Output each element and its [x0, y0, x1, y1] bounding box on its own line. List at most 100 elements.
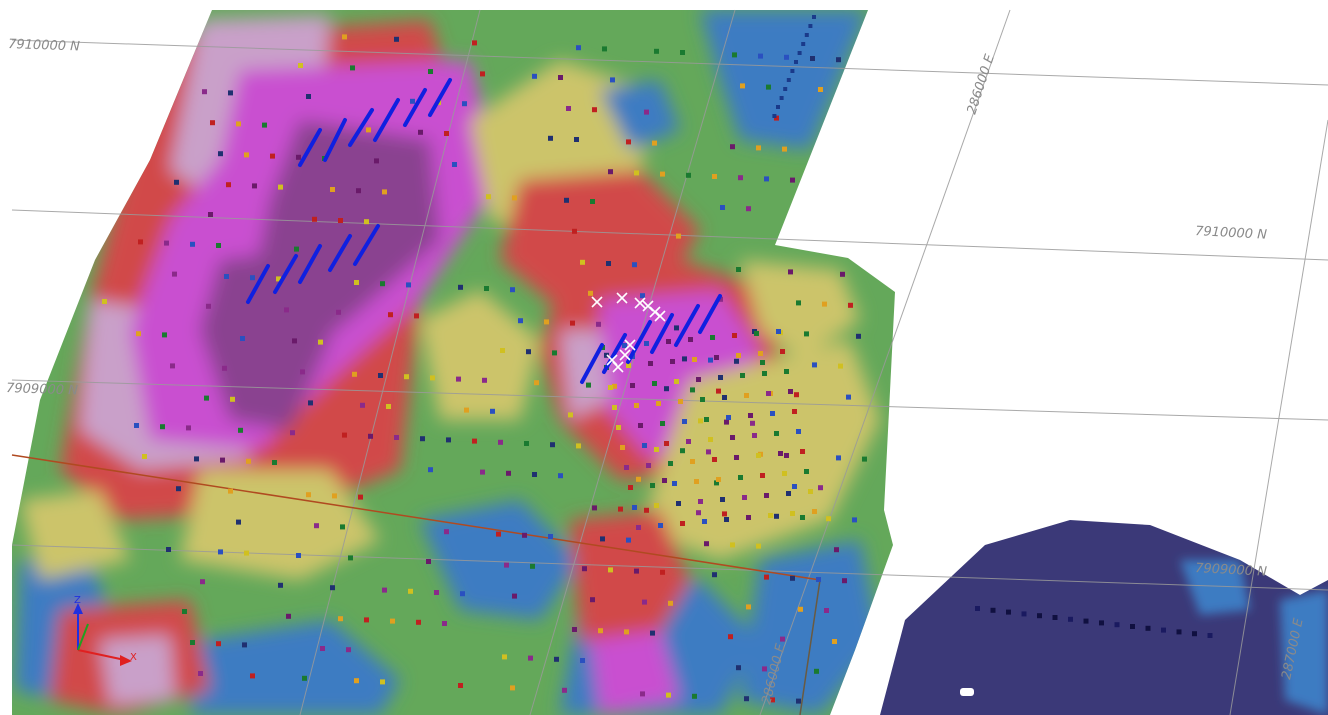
sample-point: [990, 607, 996, 613]
sample-point: [574, 137, 579, 142]
sample-point: [702, 519, 707, 524]
drillhole-trace: [246, 264, 270, 304]
sample-point: [797, 51, 802, 55]
sample-point: [742, 495, 747, 500]
sample-point: [832, 639, 837, 644]
boundary-lines: [11, 454, 821, 715]
sample-point: [482, 377, 487, 383]
sample-point: [1161, 627, 1166, 633]
sample-point: [480, 469, 485, 475]
sample-point: [790, 177, 795, 183]
sample-point: [186, 425, 191, 431]
sample-point: [220, 457, 225, 463]
sample-point: [404, 374, 409, 380]
sample-point: [604, 352, 609, 358]
sample-point: [784, 453, 789, 458]
sample-point: [330, 585, 335, 591]
sample-point: [718, 375, 723, 380]
sample-point: [218, 549, 223, 555]
sample-point: [779, 96, 784, 100]
sample-point: [788, 389, 793, 394]
sample-point: [250, 275, 255, 281]
sample-point: [774, 513, 779, 519]
sample-point: [660, 171, 665, 177]
sample-point: [724, 419, 729, 425]
drillhole-trace: [650, 313, 674, 354]
sample-point: [648, 361, 653, 366]
sample-point: [378, 373, 383, 378]
sample-point: [510, 287, 515, 293]
sample-point: [640, 293, 645, 299]
sample-point: [598, 628, 603, 634]
sample-point: [774, 115, 779, 121]
sample-point: [816, 577, 821, 582]
sample-point: [608, 385, 613, 390]
sample-point: [532, 472, 537, 477]
sample-point: [600, 536, 605, 542]
sample-point: [182, 609, 187, 614]
raster-surface: [12, 10, 895, 715]
sample-point: [732, 333, 737, 338]
sample-point: [630, 383, 635, 388]
sample-point: [812, 15, 816, 19]
axis-triad-icon: Z X Y: [73, 595, 137, 666]
sample-point: [544, 319, 549, 325]
sample-point: [524, 441, 529, 446]
sample-point: [588, 290, 593, 296]
sample-point: [338, 616, 343, 622]
sample-point: [728, 634, 733, 640]
sample-point: [975, 606, 980, 611]
sample-point: [752, 433, 757, 438]
sample-point: [700, 397, 705, 402]
sample-point: [642, 599, 647, 605]
sample-point: [566, 106, 571, 111]
sample-point: [1052, 615, 1058, 620]
sample-point: [286, 613, 291, 619]
sample-point: [660, 569, 665, 575]
sample-point: [136, 331, 141, 337]
sample-point: [810, 56, 815, 61]
sample-point: [606, 261, 611, 266]
sample-point: [164, 240, 169, 246]
sample-point: [760, 473, 765, 478]
sample-point: [320, 646, 325, 651]
sample-point: [698, 418, 703, 424]
sample-point: [632, 262, 637, 268]
sample-point: [714, 355, 719, 360]
sample-point: [768, 513, 773, 518]
sample-point: [692, 357, 697, 362]
sample-point: [602, 46, 607, 52]
sample-point: [666, 339, 671, 344]
sample-point: [618, 506, 623, 512]
sample-point: [734, 455, 739, 460]
sample-point: [368, 433, 373, 439]
sample-point: [812, 509, 817, 514]
sample-point: [596, 321, 601, 327]
sample-point: [1192, 631, 1197, 637]
sample-point: [680, 50, 685, 55]
sample-point: [534, 380, 539, 386]
sample-point: [766, 391, 771, 396]
sample-point: [812, 362, 817, 368]
sample-point: [388, 312, 393, 318]
sample-point: [730, 435, 735, 440]
sample-point: [776, 105, 780, 109]
sample-point: [610, 77, 615, 83]
sample-point: [783, 87, 788, 91]
sample-point: [532, 73, 537, 79]
sample-point: [766, 84, 771, 90]
drillhole-trace: [353, 224, 380, 266]
sample-point: [836, 57, 841, 63]
drillhole-trace: [580, 343, 604, 384]
sample-point: [808, 489, 813, 494]
sample-point: [646, 463, 651, 468]
sample-point: [262, 122, 267, 128]
sample-point: [230, 396, 235, 402]
sample-point: [680, 521, 685, 526]
sample-point: [796, 300, 801, 306]
x-cross-icon: [616, 292, 628, 304]
sample-point: [318, 339, 323, 345]
sample-point: [216, 641, 221, 647]
